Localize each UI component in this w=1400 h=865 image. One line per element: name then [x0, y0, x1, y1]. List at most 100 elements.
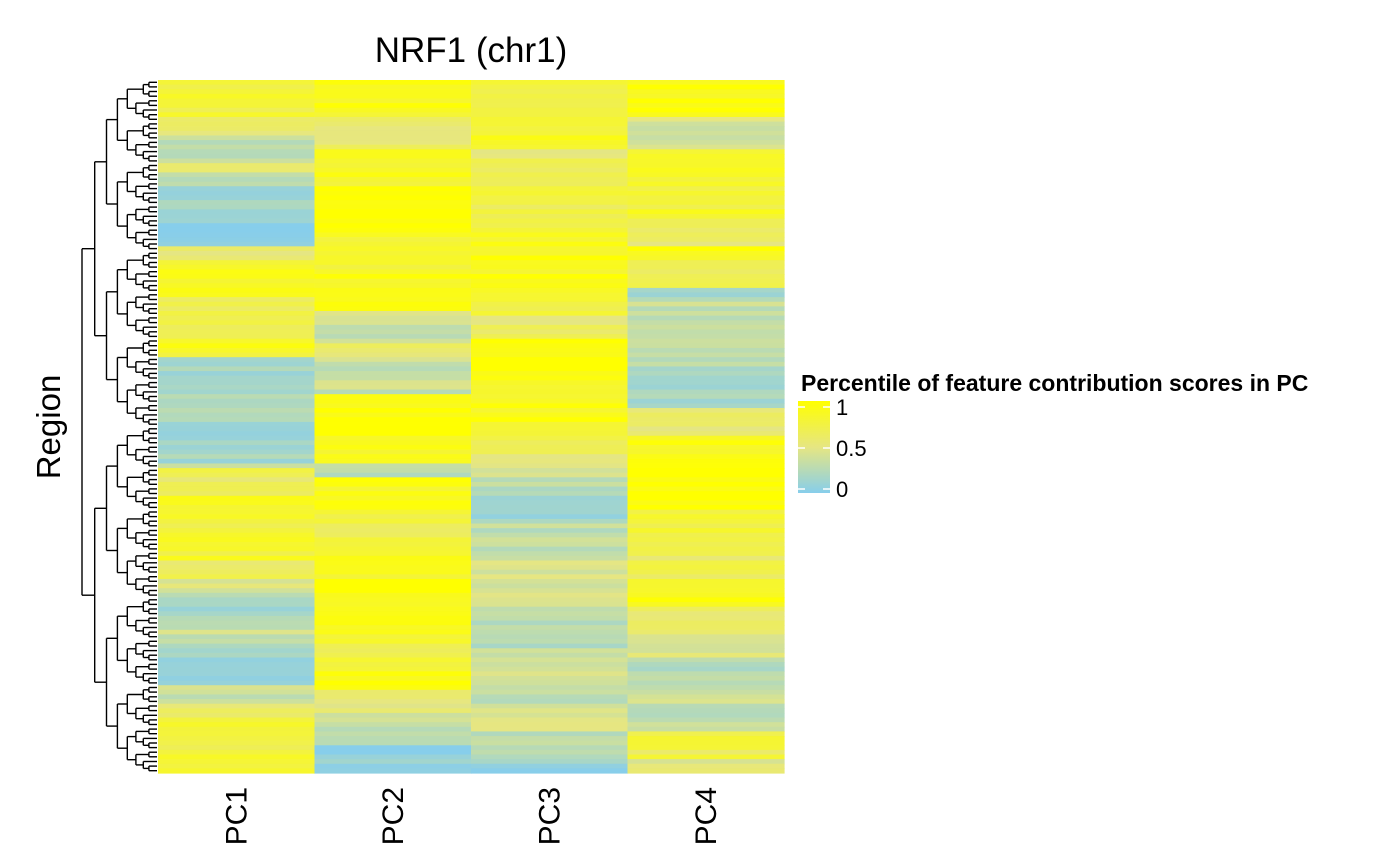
- heatmap-cell: [158, 190, 316, 197]
- heatmap-cell: [471, 144, 629, 150]
- heatmap-cell: [471, 89, 629, 95]
- heatmap-cell: [471, 749, 629, 756]
- heatmap-cell: [627, 89, 785, 95]
- heatmap-cell: [471, 80, 629, 86]
- heatmap-cell: [158, 417, 316, 423]
- heatmap-cell: [627, 449, 785, 455]
- heatmap-cell: [314, 426, 472, 432]
- heatmap-cell: [471, 412, 629, 418]
- heatmap-cell: [627, 444, 785, 451]
- heatmap-cell: [158, 717, 316, 723]
- x-tick-label-pc1: PC1: [220, 787, 253, 845]
- heatmap-cell: [314, 311, 472, 317]
- x-axis-tick-labels: PC1 PC2 PC3 PC4: [220, 787, 722, 845]
- heatmap-cell: [471, 736, 629, 742]
- heatmap-cell: [314, 759, 472, 765]
- heatmap-cell: [471, 675, 629, 682]
- heatmap-cell: [314, 366, 472, 372]
- heatmap-cell: [471, 731, 629, 737]
- heatmap-cell: [471, 153, 629, 160]
- heatmap-cell: [471, 250, 629, 257]
- heatmap-cell: [158, 209, 316, 215]
- heatmap-cell: [471, 634, 629, 640]
- heatmap-cell: [158, 375, 316, 381]
- heatmap-cell: [158, 768, 316, 774]
- heatmap-cell: [158, 366, 316, 372]
- heatmap-cell: [471, 417, 629, 423]
- legend-colorbar: [798, 401, 830, 493]
- heatmap-cell: [158, 324, 316, 331]
- heatmap-cell: [158, 749, 316, 756]
- heatmap-cell: [627, 408, 785, 414]
- heatmap-cell: [314, 685, 472, 691]
- heatmap-cell: [471, 311, 629, 317]
- heatmap-cells: [158, 80, 785, 774]
- row-dendrogram: [81, 81, 157, 772]
- heatmap-cell: [627, 509, 785, 515]
- heatmap-cell: [627, 662, 785, 668]
- heatmap-cell: [158, 172, 316, 178]
- heatmap-cell: [471, 186, 629, 192]
- heatmap-cell: [158, 283, 316, 289]
- heatmap-cell: [314, 731, 472, 737]
- heatmap-cell: [158, 648, 316, 654]
- heatmap-cell: [627, 167, 785, 173]
- heatmap-cell: [471, 768, 629, 774]
- heatmap-cell: [158, 384, 316, 391]
- heatmap-cell: [471, 200, 629, 206]
- heatmap-cell: [314, 384, 472, 391]
- heatmap-cell: [471, 491, 629, 497]
- heatmap-cell: [158, 412, 316, 418]
- heatmap-cell: [471, 292, 629, 298]
- heatmap-cell: [158, 116, 316, 123]
- heatmap-cell: [314, 694, 472, 700]
- heatmap-cell: [471, 375, 629, 381]
- heatmap-cell: [158, 320, 316, 326]
- heatmap-cell: [471, 500, 629, 506]
- heatmap-cell: [471, 694, 629, 700]
- heatmap-cell: [627, 375, 785, 381]
- heatmap-cell: [627, 343, 785, 349]
- heatmap-cell: [314, 103, 472, 109]
- heatmap-cell: [627, 652, 785, 659]
- heatmap-cell: [158, 357, 316, 363]
- chart-title: NRF1 (chr1): [375, 31, 568, 70]
- heatmap-cell: [158, 463, 316, 469]
- heatmap-cell: [471, 597, 629, 603]
- heatmap-cell: [314, 486, 472, 492]
- heatmap-cell: [158, 565, 316, 571]
- heatmap-cell: [627, 195, 785, 201]
- heatmap-cell: [627, 551, 785, 557]
- heatmap-cell: [471, 546, 629, 552]
- heatmap-cell: [314, 287, 472, 294]
- heatmap-cell: [158, 629, 316, 635]
- heatmap-cell: [627, 726, 785, 733]
- heatmap-cell: [158, 107, 316, 113]
- heatmap-cell: [471, 703, 629, 709]
- heatmap-cell: [314, 380, 472, 386]
- heatmap-cell: [158, 130, 316, 137]
- heatmap-cell: [627, 537, 785, 543]
- heatmap-cell: [627, 324, 785, 331]
- heatmap-cell: [471, 560, 629, 566]
- heatmap-cell: [627, 357, 785, 363]
- heatmap-cell: [314, 292, 472, 298]
- heatmap-cell: [158, 311, 316, 317]
- heatmap-cell: [314, 140, 472, 146]
- heatmap-cell: [158, 255, 316, 261]
- heatmap-cell: [314, 200, 472, 206]
- x-tick-label-pc3: PC3: [533, 787, 566, 845]
- heatmap-cell: [471, 666, 629, 672]
- heatmap-cell: [471, 495, 629, 502]
- heatmap-cell: [471, 592, 629, 599]
- heatmap-cell: [158, 634, 316, 640]
- heatmap-cell: [627, 412, 785, 418]
- heatmap-cell: [471, 468, 629, 474]
- heatmap-cell: [158, 126, 316, 132]
- heatmap-cell: [627, 745, 785, 751]
- heatmap-cell: [314, 149, 472, 155]
- heatmap-cell: [158, 218, 316, 224]
- heatmap-cell: [314, 509, 472, 515]
- heatmap-cell: [158, 689, 316, 696]
